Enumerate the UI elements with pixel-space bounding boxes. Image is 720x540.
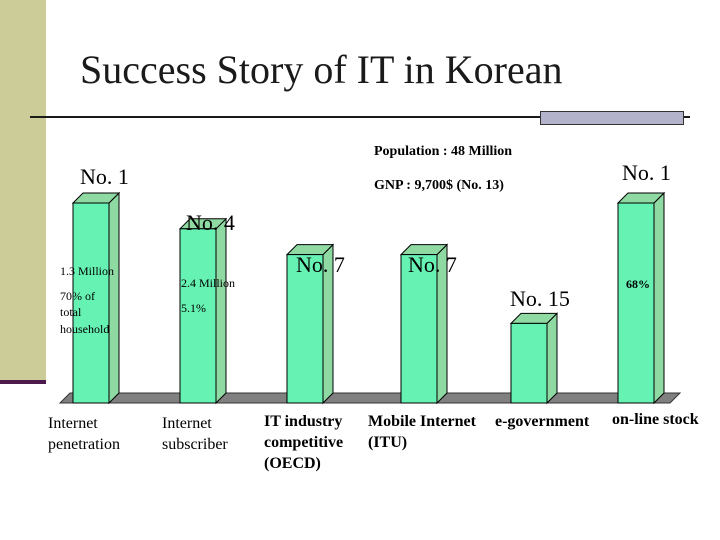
bar-0: [71, 191, 121, 405]
bar-side: [215, 217, 227, 405]
rank-label: No. 7: [296, 252, 345, 277]
bar-front: [179, 228, 217, 404]
category-label: subscriber: [162, 436, 228, 453]
category-label: IT industry: [264, 413, 342, 430]
category-label: penetration: [48, 436, 120, 453]
bar-front: [72, 202, 110, 404]
category-label: Internet: [162, 415, 212, 432]
bar-note: 5.1%: [181, 301, 206, 315]
bar-note: 70% of: [60, 289, 95, 303]
bar-note: total: [60, 305, 82, 319]
category-label: e-government: [495, 413, 590, 430]
bar-4: [509, 312, 559, 405]
rank-label: No. 15: [510, 286, 570, 311]
bar-3: [399, 243, 449, 405]
category-label: (ITU): [368, 434, 407, 451]
rank-label: No. 1: [80, 164, 129, 189]
population-annotation: Population : 48 Million: [374, 144, 512, 159]
title-rule: [30, 116, 690, 118]
bar-note: 2.4 Million: [181, 276, 235, 290]
category-label: competitive: [264, 434, 343, 451]
bar-note: 68%: [626, 277, 650, 291]
bar-front: [286, 254, 324, 404]
rank-label: No. 1: [622, 160, 671, 185]
chart-floor: [58, 392, 682, 404]
rank-label: No. 7: [408, 252, 457, 277]
title-rule-accent: [540, 111, 684, 125]
category-label: on-line stock: [612, 411, 699, 428]
bar-2: [285, 243, 335, 405]
category-label: Mobile Internet: [368, 413, 477, 430]
bar-side: [653, 191, 665, 405]
bar-side: [108, 191, 120, 405]
bar-side: [546, 312, 558, 405]
bar-note: household: [60, 322, 109, 336]
bar-1: [178, 217, 228, 405]
bar-note: 1.3 Million: [60, 264, 114, 278]
decorative-side-line: [0, 380, 46, 384]
category-label: Internet: [48, 415, 98, 432]
bar-front: [617, 202, 655, 404]
bar-front: [510, 322, 548, 404]
gnp-annotation: GNP : 9,700$ (No. 13): [374, 178, 504, 193]
bar-5: [616, 191, 666, 405]
decorative-side-band: [0, 0, 46, 380]
rank-label: No. 4: [186, 210, 235, 235]
category-label: (OECD): [264, 455, 321, 472]
slide-title: Success Story of IT in Korean: [80, 47, 563, 92]
bar-front: [400, 254, 438, 404]
